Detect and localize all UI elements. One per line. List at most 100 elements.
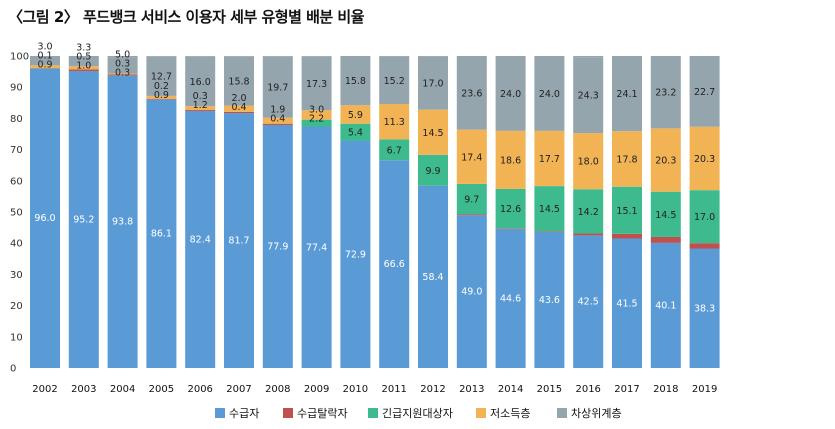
data-label: 0.5 <box>76 51 91 62</box>
data-label: 17.4 <box>461 152 482 163</box>
bar-segment <box>650 242 681 368</box>
data-label: 77.9 <box>267 241 288 252</box>
x-tick-label: 2010 <box>343 384 368 395</box>
bar-segment <box>650 236 681 243</box>
data-label: 1.9 <box>270 105 285 116</box>
x-tick-label: 2002 <box>32 384 57 395</box>
data-label: 22.7 <box>694 87 715 98</box>
data-label: 17.0 <box>422 79 443 90</box>
y-tick-label: 0 <box>10 364 16 375</box>
bar-segment <box>301 56 332 111</box>
data-label: 3.0 <box>37 41 52 52</box>
legend-swatch <box>368 408 378 418</box>
data-label: 66.6 <box>384 259 405 270</box>
data-label: 17.0 <box>694 212 715 223</box>
bar-segment <box>612 238 642 368</box>
legend-label: 수급자 <box>229 407 259 420</box>
data-label: 12.6 <box>500 204 521 215</box>
bar-segment <box>340 56 371 106</box>
data-label: 42.5 <box>578 297 599 308</box>
data-label: 9.9 <box>425 166 440 177</box>
data-label: 3.3 <box>76 42 91 53</box>
bar-segment <box>68 69 99 71</box>
data-label: 5.4 <box>348 128 363 139</box>
bar-segment <box>107 74 138 76</box>
x-tick-label: 2005 <box>149 384 174 395</box>
bar-segment <box>185 110 216 369</box>
x-tick-label: 2017 <box>614 384 639 395</box>
y-tick-label: 10 <box>10 332 23 343</box>
data-label: 14.2 <box>578 207 599 218</box>
data-label: 14.5 <box>539 204 560 215</box>
data-label: 23.6 <box>461 88 482 99</box>
x-tick-label: 2004 <box>110 384 135 395</box>
data-label: 40.1 <box>655 300 676 311</box>
data-label: 23.2 <box>655 88 676 99</box>
data-label: 72.9 <box>345 249 366 260</box>
bar-segment <box>224 113 254 368</box>
data-label: 2.2 <box>309 114 324 125</box>
data-label: 1.2 <box>193 100 208 111</box>
bar-segment <box>418 56 448 110</box>
bar-segment <box>68 66 99 70</box>
x-axis: 2002 2003 2004 2005 2006 2007 2008 2009 2010 2011… <box>32 384 717 395</box>
bar-segment <box>146 95 177 99</box>
data-label: 24.0 <box>500 89 521 100</box>
bar-segment <box>379 139 410 161</box>
y-tick-label: 50 <box>10 208 23 219</box>
bar-segment <box>534 231 565 232</box>
bar-segment <box>573 235 604 368</box>
x-tick-label: 2012 <box>420 384 445 395</box>
data-label: 17.8 <box>616 154 637 165</box>
bar-segment <box>379 160 410 368</box>
bar-segment <box>418 185 448 368</box>
bar-segment <box>495 130 526 189</box>
bar-segment <box>495 228 526 368</box>
data-label: 77.4 <box>306 242 327 253</box>
legend-swatch <box>215 408 225 418</box>
bar-segment <box>107 73 138 75</box>
bar-segment <box>107 57 138 74</box>
bar-segment <box>224 111 254 114</box>
y-tick-label: 100 <box>10 52 29 63</box>
data-label: 14.5 <box>655 210 676 221</box>
data-label: 15.1 <box>616 206 637 217</box>
bar-segment <box>224 56 254 106</box>
data-label: 5.9 <box>348 110 363 121</box>
data-label: 20.3 <box>694 154 715 165</box>
x-tick-label: 2015 <box>537 384 562 395</box>
bar-segment <box>650 191 681 237</box>
data-label: 11.3 <box>384 117 405 128</box>
legend-label: 수급탈락자 <box>297 407 348 420</box>
bar-segment <box>146 98 177 100</box>
legend-swatch <box>283 408 293 418</box>
x-tick-label: 2009 <box>304 384 329 395</box>
data-label: 43.6 <box>539 295 560 306</box>
data-label: 86.1 <box>151 229 172 240</box>
y-tick-label: 20 <box>10 301 23 312</box>
bar-segment <box>573 233 604 236</box>
data-label: 18.6 <box>500 155 521 166</box>
data-label: 0.4 <box>231 102 246 113</box>
data-label: 41.5 <box>616 298 637 309</box>
data-label: 81.7 <box>228 236 249 247</box>
bar-segment <box>107 75 138 369</box>
data-label: 18.0 <box>578 157 599 168</box>
bar-segment <box>262 117 293 124</box>
bar-segment <box>107 56 138 58</box>
bar-segment <box>68 70 99 368</box>
data-label: 20.3 <box>655 156 676 167</box>
data-label: 0.3 <box>115 58 130 69</box>
bar-segment <box>534 56 565 131</box>
data-label: 12.7 <box>151 72 172 83</box>
data-label: 24.3 <box>578 91 599 102</box>
bar-segment <box>612 131 642 187</box>
bar-segment <box>534 186 565 232</box>
bar-segment <box>689 243 720 249</box>
x-tick-label: 2016 <box>575 384 600 395</box>
bar-segment <box>30 56 60 66</box>
data-label: 24.1 <box>616 89 637 100</box>
y-tick-label: 90 <box>10 83 23 94</box>
legend-label: 긴급지원대상자 <box>382 407 453 420</box>
x-tick-label: 2007 <box>226 384 251 395</box>
